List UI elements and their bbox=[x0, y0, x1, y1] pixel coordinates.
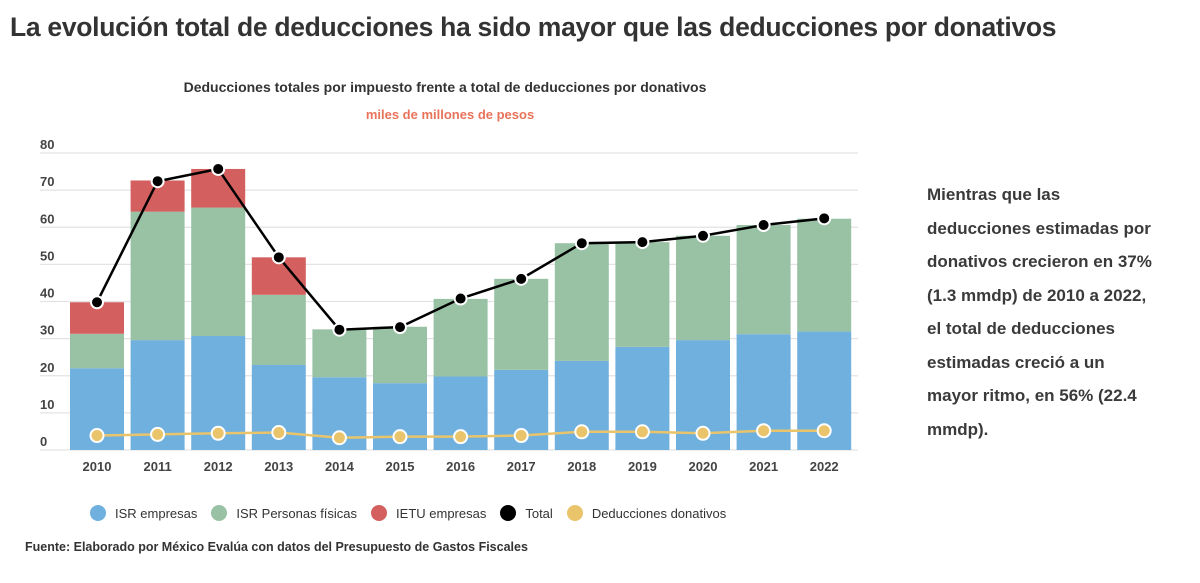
y-tick-label: 80 bbox=[40, 137, 54, 152]
side-note-line: donativos crecieron en 37% bbox=[927, 252, 1152, 271]
side-note-line: Mientras que las bbox=[927, 185, 1061, 204]
y-tick-label: 70 bbox=[40, 174, 54, 189]
donativos-point bbox=[634, 424, 650, 440]
x-tick-label: 2014 bbox=[325, 459, 355, 474]
series-total bbox=[90, 161, 832, 337]
bars bbox=[70, 168, 852, 450]
series-donativos bbox=[89, 423, 832, 446]
donativos-point bbox=[574, 424, 590, 440]
y-axis: 0 10 20 30 40 50 60 70 80 bbox=[40, 137, 54, 449]
y-tick-label: 40 bbox=[40, 286, 54, 301]
legend-label: ISR empresas bbox=[115, 505, 198, 521]
x-tick-label: 2013 bbox=[264, 459, 293, 474]
legend-swatch-icon bbox=[566, 505, 583, 521]
chart-subtitle: miles de millones de pesos bbox=[365, 107, 535, 122]
bar-segment-isr-personas-fisicas bbox=[676, 235, 730, 341]
bar-segment-isr-personas-fisicas bbox=[433, 298, 488, 377]
donativos-point bbox=[210, 425, 226, 441]
legend-item-total[interactable]: Total bbox=[500, 505, 553, 521]
legend-item-isr-personas-fisicas[interactable]: ISR Personas físicas bbox=[211, 505, 357, 521]
donativos-point bbox=[695, 425, 711, 441]
donativos-point bbox=[392, 429, 408, 445]
x-tick-label: 2011 bbox=[143, 459, 171, 474]
total-point bbox=[635, 235, 650, 250]
bar-segment-isr-personas-fisicas bbox=[494, 278, 549, 370]
side-note-line: deducciones estimadas por bbox=[927, 218, 1151, 238]
total-point bbox=[211, 161, 226, 176]
donativos-point bbox=[453, 429, 469, 445]
x-tick-label: 2016 bbox=[446, 459, 475, 474]
total-point bbox=[514, 271, 529, 286]
y-tick-label: 50 bbox=[40, 248, 54, 263]
y-tick-label: 10 bbox=[40, 397, 54, 412]
donativos-point bbox=[150, 426, 166, 442]
y-tick-label: 0 bbox=[40, 434, 47, 449]
legend-item-deducciones-donativos[interactable]: Deducciones donativos bbox=[566, 505, 727, 521]
total-point bbox=[756, 218, 771, 233]
bar-segment-isr-personas-fisicas bbox=[615, 242, 670, 347]
bar-segment-isr-personas-fisicas bbox=[191, 207, 246, 337]
x-tick-label: 2017 bbox=[507, 459, 536, 474]
legend-swatch-icon bbox=[211, 505, 228, 521]
side-note-line: el total de deducciones bbox=[927, 319, 1115, 338]
total-point bbox=[332, 322, 347, 337]
legend-swatch-icon bbox=[90, 505, 106, 521]
side-note-line: estimadas creció a un bbox=[927, 352, 1105, 372]
chart-title: Deducciones totales por impuesto frente … bbox=[183, 79, 707, 95]
bar-segment-isr-personas-fisicas bbox=[373, 326, 427, 384]
x-tick-label: 2018 bbox=[567, 459, 596, 474]
total-point bbox=[574, 236, 589, 251]
donativos-point bbox=[756, 423, 772, 439]
bar-segment-isr-personas-fisicas bbox=[70, 333, 124, 369]
x-tick-label: 2021 bbox=[749, 459, 778, 474]
y-tick-label: 20 bbox=[40, 360, 54, 375]
donativos-point bbox=[816, 423, 832, 439]
total-point bbox=[150, 174, 165, 189]
legend-label: Total bbox=[525, 505, 553, 521]
x-axis: 2010 2011 2012 2013 2014 2015 2016 2017 2018 2019… bbox=[83, 459, 839, 474]
side-note-line: (1.3 mmdp) de 2010 a 2022, bbox=[927, 285, 1147, 305]
y-tick-label: 30 bbox=[40, 323, 54, 338]
bar-segment-isr-personas-fisicas bbox=[736, 225, 791, 335]
side-note-line: mmdp). bbox=[927, 419, 989, 439]
total-point bbox=[817, 211, 832, 226]
x-tick-label: 2020 bbox=[689, 459, 718, 474]
legend-item-ietu-empresas[interactable]: IETU empresas bbox=[371, 505, 486, 521]
source-note: Fuente: Elaborado por México Evalúa con … bbox=[25, 540, 528, 554]
total-point bbox=[696, 228, 710, 243]
total-point bbox=[393, 320, 407, 335]
legend-label: ISR Personas físicas bbox=[236, 505, 358, 521]
x-tick-label: 2022 bbox=[810, 459, 839, 474]
bar-segment-isr-personas-fisicas bbox=[554, 243, 609, 361]
donativos-point bbox=[513, 428, 529, 444]
x-tick-label: 2019 bbox=[628, 459, 657, 474]
x-tick-label: 2012 bbox=[204, 459, 233, 474]
side-note: Mientras que las deducciones estimadas p… bbox=[927, 178, 1187, 446]
bar-segment-isr-personas-fisicas bbox=[130, 211, 185, 341]
total-point bbox=[90, 295, 104, 310]
legend-item-isr-empresas[interactable]: ISR empresas bbox=[90, 505, 197, 521]
donativos-point bbox=[331, 430, 347, 446]
x-tick-label: 2010 bbox=[83, 459, 112, 474]
donativos-point bbox=[89, 428, 105, 444]
x-tick-label: 2015 bbox=[386, 459, 415, 474]
legend-label: IETU empresas bbox=[396, 505, 487, 521]
page-title: La evolución total de deducciones ha sid… bbox=[10, 12, 1057, 42]
legend-swatch-icon bbox=[371, 505, 388, 521]
total-point bbox=[271, 250, 286, 265]
bar-segment-isr-personas-fisicas bbox=[312, 329, 367, 378]
y-tick-label: 60 bbox=[40, 211, 54, 226]
legend: ISR empresas ISR Personas físicas IETU e… bbox=[90, 505, 740, 521]
bar-segment-isr-personas-fisicas bbox=[251, 294, 306, 365]
bar-segment-isr-personas-fisicas bbox=[797, 218, 852, 332]
donativos-point bbox=[271, 425, 287, 441]
legend-swatch-icon bbox=[500, 505, 517, 521]
total-point bbox=[453, 291, 468, 306]
legend-label: Deducciones donativos bbox=[591, 505, 727, 521]
side-note-line: mayor ritmo, en 56% (22.4 bbox=[927, 386, 1137, 405]
